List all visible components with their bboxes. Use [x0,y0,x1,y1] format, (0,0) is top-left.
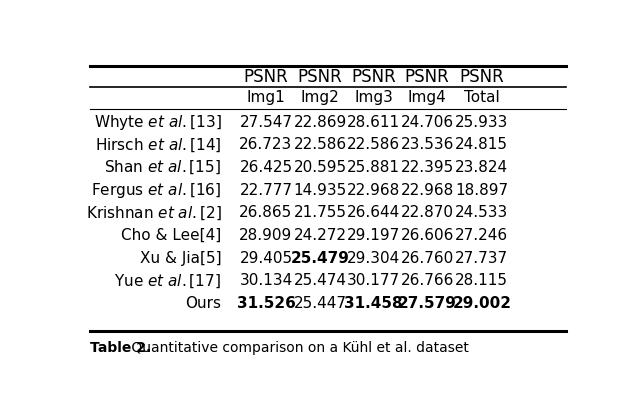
Text: 26.760: 26.760 [401,251,454,266]
Text: Cho & Lee[4]: Cho & Lee[4] [121,228,221,243]
Text: 22.968: 22.968 [347,183,400,198]
Text: PSNR: PSNR [244,68,289,86]
Text: 28.909: 28.909 [239,228,292,243]
Text: 24.533: 24.533 [455,205,508,220]
Text: 18.897: 18.897 [455,183,508,198]
Text: 29.304: 29.304 [347,251,400,266]
Text: 25.474: 25.474 [294,273,347,288]
Text: Img4: Img4 [408,90,447,106]
Text: 25.881: 25.881 [347,160,400,175]
Text: 22.869: 22.869 [293,115,347,130]
Text: 27.579: 27.579 [398,296,456,311]
Text: 26.723: 26.723 [239,137,292,152]
Text: 26.865: 26.865 [239,205,292,220]
Text: Xu & Jia[5]: Xu & Jia[5] [140,251,221,266]
Text: 20.595: 20.595 [294,160,347,175]
Text: 25.933: 25.933 [455,115,508,130]
Text: 27.547: 27.547 [239,115,292,130]
Text: 29.002: 29.002 [452,296,511,311]
Text: 14.935: 14.935 [293,183,347,198]
Text: 25.447: 25.447 [294,296,347,311]
Text: 26.425: 26.425 [239,160,292,175]
Text: 22.395: 22.395 [401,160,454,175]
Text: PSNR: PSNR [298,68,342,86]
Text: PSNR: PSNR [460,68,504,86]
Text: 26.644: 26.644 [347,205,400,220]
Text: 31.458: 31.458 [344,296,403,311]
Text: 24.815: 24.815 [455,137,508,152]
Text: 24.272: 24.272 [294,228,347,243]
Text: PSNR: PSNR [351,68,396,86]
Text: Img2: Img2 [301,90,339,106]
Text: PSNR: PSNR [405,68,449,86]
Text: 31.526: 31.526 [237,296,296,311]
Text: Table 2.: Table 2. [90,341,151,355]
Text: 22.777: 22.777 [239,183,292,198]
Text: 29.405: 29.405 [239,251,292,266]
Text: Quantitative comparison on a Kühl et al. dataset: Quantitative comparison on a Kühl et al.… [127,341,469,355]
Text: 22.968: 22.968 [401,183,454,198]
Text: 22.586: 22.586 [294,137,347,152]
Text: Ours: Ours [186,296,221,311]
Text: 27.737: 27.737 [455,251,508,266]
Text: 28.115: 28.115 [455,273,508,288]
Text: 30.177: 30.177 [347,273,400,288]
Text: 22.870: 22.870 [401,205,454,220]
Text: 28.611: 28.611 [347,115,400,130]
Text: Img3: Img3 [354,90,393,106]
Text: Shan $\mathit{et\ al.}$[15]: Shan $\mathit{et\ al.}$[15] [104,159,221,176]
Text: Whyte $\mathit{et\ al.}$[13]: Whyte $\mathit{et\ al.}$[13] [93,112,221,132]
Text: Krishnan $\mathit{et\ al.}$[2]: Krishnan $\mathit{et\ al.}$[2] [86,204,221,222]
Text: 26.606: 26.606 [401,228,454,243]
Text: 27.246: 27.246 [455,228,508,243]
Text: 30.134: 30.134 [239,273,292,288]
Text: Img1: Img1 [246,90,285,106]
Text: Fergus $\mathit{et\ al.}$[16]: Fergus $\mathit{et\ al.}$[16] [91,181,221,200]
Text: Hirsch $\mathit{et\ al.}$[14]: Hirsch $\mathit{et\ al.}$[14] [95,136,221,153]
Text: 23.824: 23.824 [455,160,508,175]
Text: Yue $\mathit{et\ al.}$[17]: Yue $\mathit{et\ al.}$[17] [115,272,221,290]
Text: 25.479: 25.479 [291,251,349,266]
Text: 23.536: 23.536 [401,137,454,152]
Text: 29.197: 29.197 [347,228,400,243]
Text: 24.706: 24.706 [401,115,454,130]
Text: Total: Total [464,90,500,106]
Text: 21.755: 21.755 [294,205,347,220]
Text: 26.766: 26.766 [401,273,454,288]
Text: 22.586: 22.586 [347,137,400,152]
